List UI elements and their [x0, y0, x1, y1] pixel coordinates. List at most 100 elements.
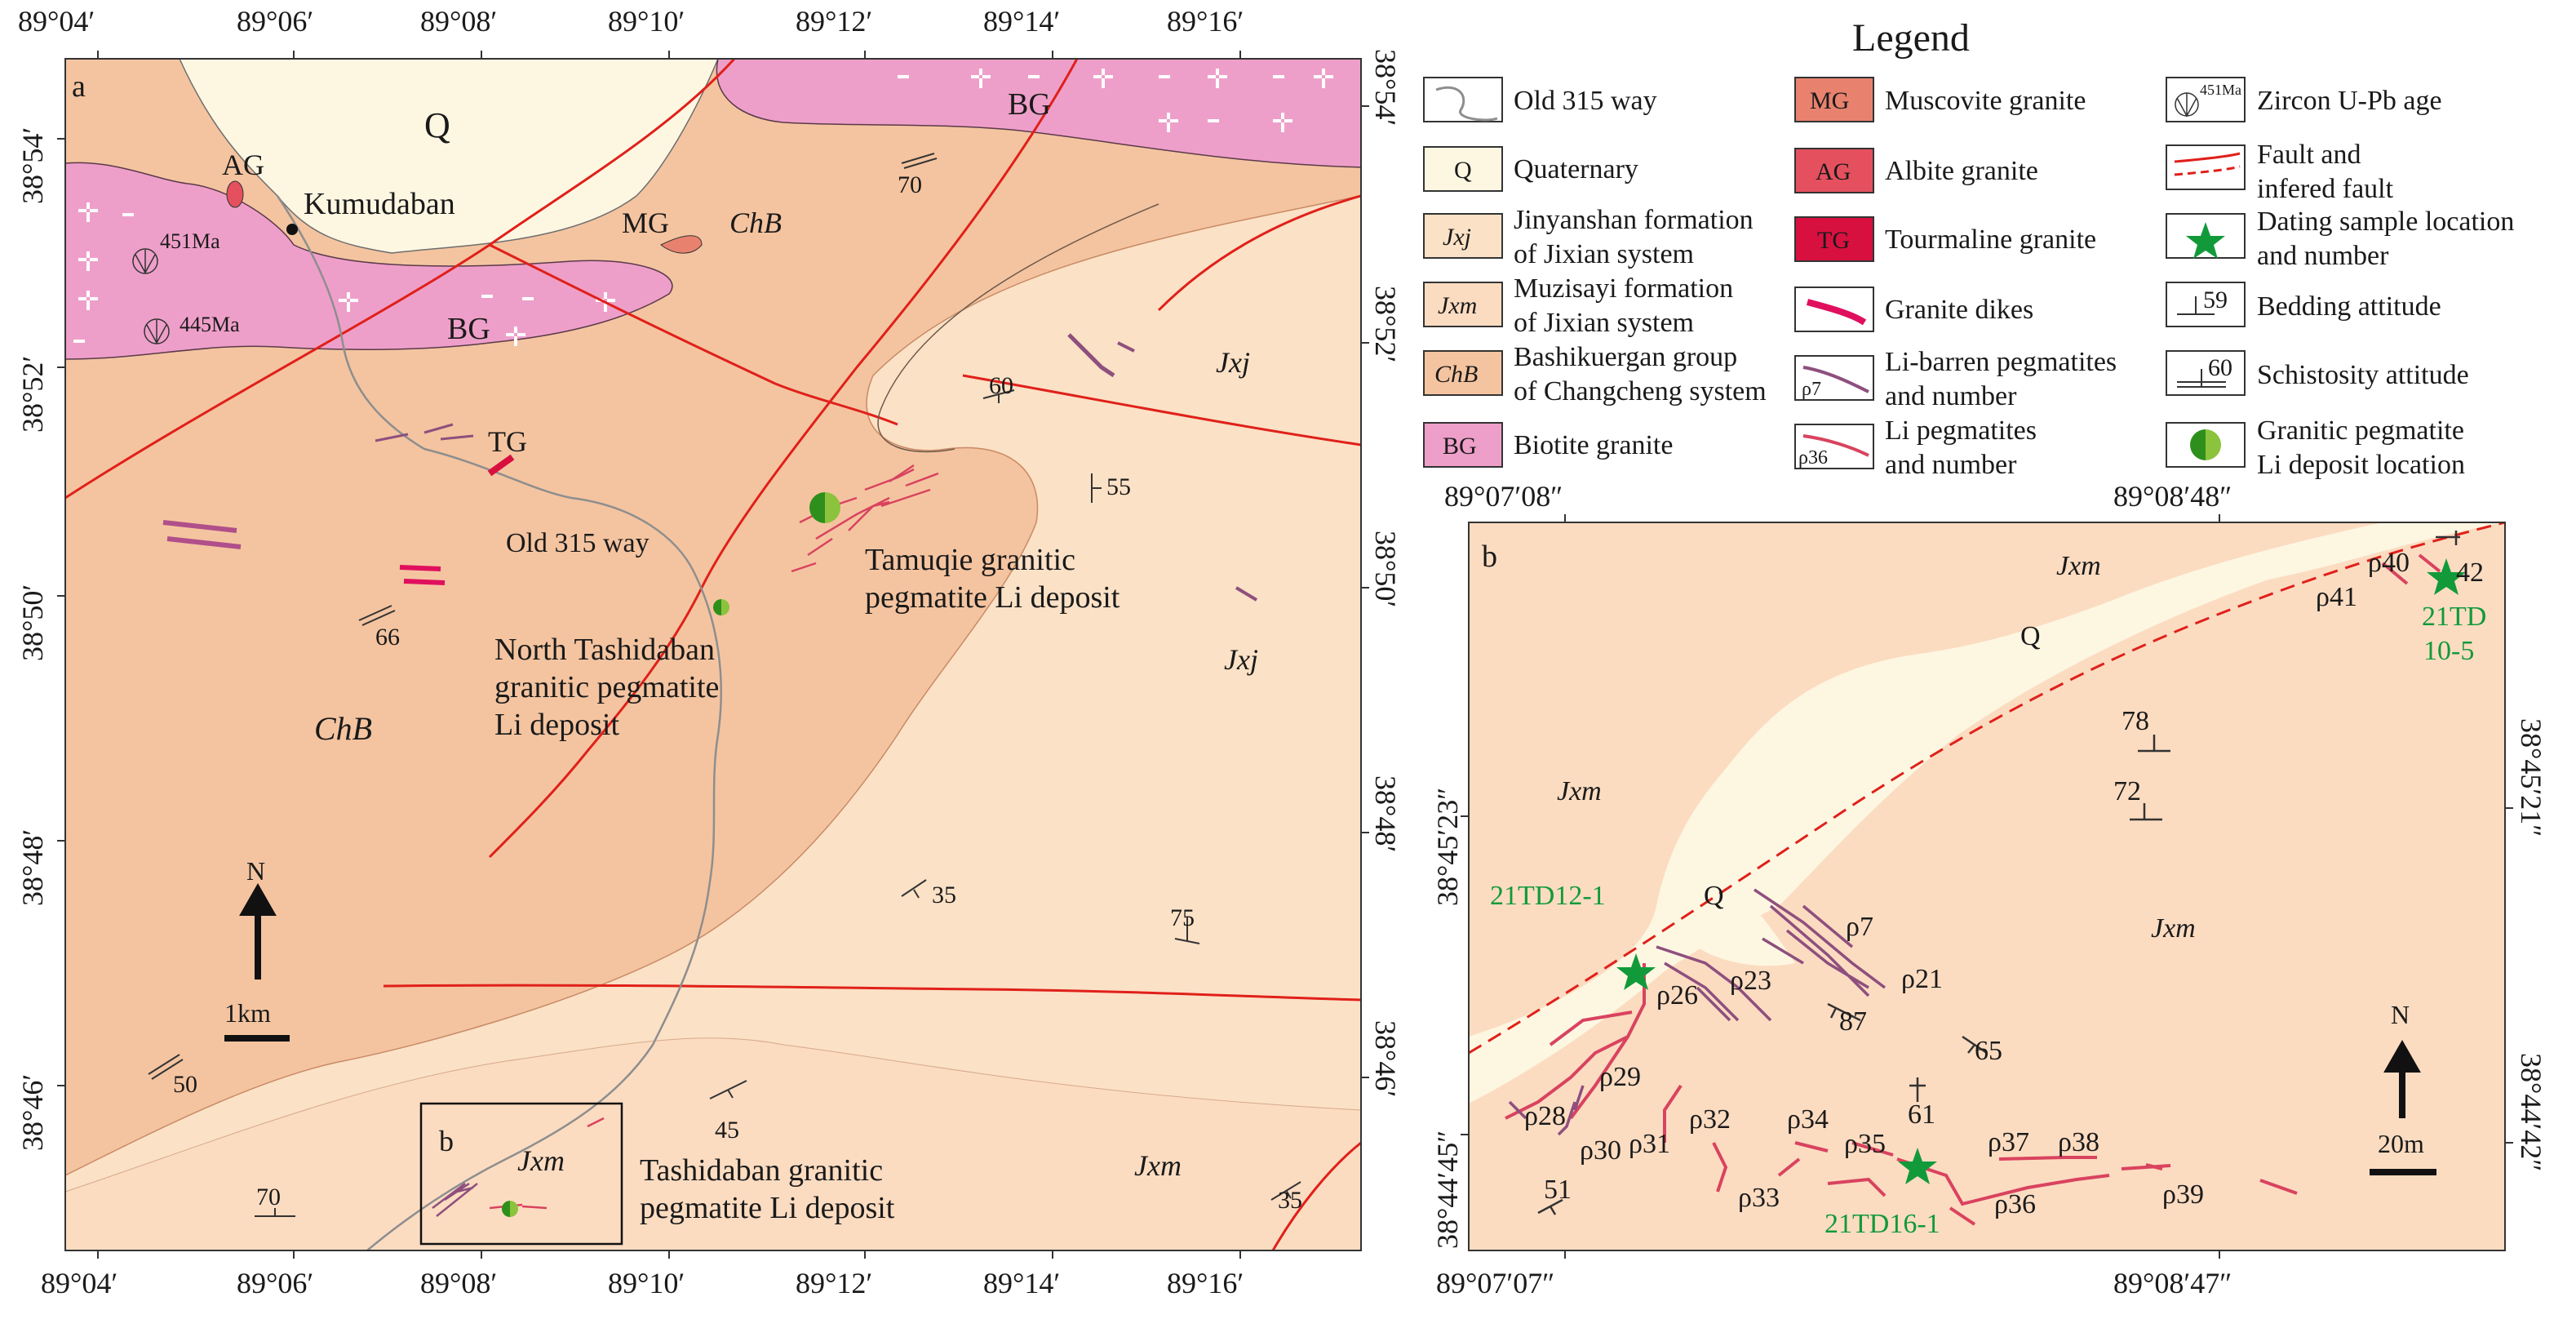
svg-text:of Changcheng system: of Changcheng system	[1514, 376, 1767, 406]
attitude-value: 78	[2122, 706, 2149, 736]
panel-b-map	[1461, 514, 2513, 1259]
legend-item-schistosity: 60 Schistosity attitude	[2166, 350, 2469, 396]
panel-b-box-letter: b	[439, 1125, 454, 1157]
pegmatite-label: ρ21	[1901, 964, 1943, 994]
dikes-panel-a	[162, 333, 1258, 602]
legend-item-dating-sample: Dating sample location and number	[2166, 207, 2514, 271]
old-315-way-road	[276, 195, 722, 1250]
panel-b-ticks	[1461, 514, 2513, 1259]
svg-text:Muscovite granite: Muscovite granite	[1885, 86, 2086, 116]
pegmatite-label: ρ37	[1988, 1127, 2029, 1157]
legend-item-chb: ChB Bashikuergan group of Changcheng sys…	[1423, 342, 1767, 406]
bottom-tick-label: 89°07′07″	[1436, 1267, 1554, 1299]
jxm-unit-area	[65, 1037, 1361, 1250]
svg-text:Granite dikes: Granite dikes	[1885, 295, 2033, 325]
svg-text:451Ma: 451Ma	[2200, 82, 2241, 98]
left-tick-label: 38°44′45″	[1431, 1130, 1464, 1249]
svg-text:59: 59	[2203, 286, 2228, 313]
panel-a-ticks	[57, 51, 1369, 1259]
attitude-value: 72	[2113, 776, 2141, 806]
li-pegmatites-b	[1505, 553, 2441, 1226]
top-tick-label: 89°08′48″	[2113, 480, 2232, 513]
svg-text:Q: Q	[1454, 157, 1472, 184]
top-tick-label: 89°12′	[796, 5, 872, 38]
svg-text:Tourmaline granite: Tourmaline granite	[1885, 224, 2096, 255]
svg-text:Jxj: Jxj	[1443, 224, 1471, 251]
pegmatite-label: ρ39	[2162, 1179, 2204, 1210]
attitude-value: 51	[1544, 1175, 1572, 1205]
legend-item-zircon-age: 451Ma Zircon U-Pb age	[2166, 77, 2442, 122]
right-tick-label: 38°45′21″	[2515, 718, 2547, 837]
tashidaban-label: Tashidaban granitic	[640, 1153, 883, 1188]
unit-label-jxm: Jxm	[2056, 551, 2101, 581]
bottom-tick-label: 89°06′	[237, 1267, 313, 1299]
legend-item-li-pegmatites: ρ36 Li pegmatites and number	[1794, 415, 2037, 480]
bottom-tick-label: 89°12′	[796, 1267, 872, 1299]
unit-label-q: Q	[1704, 881, 1724, 911]
top-tick-label: 89°06′	[237, 5, 313, 38]
panel-b-frame	[1468, 522, 2506, 1251]
left-tick-label: 38°52′	[16, 356, 49, 433]
panel-a-map	[57, 51, 1369, 1259]
legend-item-biotite-granite: BG Biotite granite	[1423, 422, 1673, 468]
panel-b-labels: b 89°07′08″ 89°08′48″ 89°07′07″ 89°08′47…	[1431, 480, 2547, 1299]
albite-granite-body	[226, 180, 244, 208]
svg-text:Biotite granite: Biotite granite	[1514, 430, 1673, 460]
attitude-value: 65	[1975, 1036, 2002, 1066]
zircon-age-symbols	[132, 248, 170, 344]
legend-item-jxj: Jxj Jinyanshan formation of Jixian syste…	[1423, 205, 1754, 269]
unit-label-jxm: Jxm	[1557, 776, 1602, 806]
legend-item-jxm: Jxm Muzisayi formation of Jixian system	[1423, 273, 1733, 338]
unit-label-jxj: Jxj	[1224, 643, 1258, 676]
pegmatite-label: ρ38	[2058, 1127, 2099, 1157]
pegmatite-label: ρ26	[1656, 980, 1698, 1011]
legend-item-granite-dikes: Granite dikes	[1794, 286, 2033, 332]
svg-text:Old 315 way: Old 315 way	[1514, 86, 1657, 116]
svg-text:TG: TG	[1817, 227, 1850, 254]
attitude-value: 70	[256, 1184, 281, 1210]
deposit-icon	[2190, 429, 2221, 460]
svg-text:Bashikuergan group: Bashikuergan group	[1514, 342, 1737, 372]
svg-text:Fault and: Fault and	[2257, 140, 2361, 170]
right-tick-label: 38°48′	[1369, 775, 1402, 852]
bottom-tick-label: 89°08′	[420, 1267, 497, 1299]
top-tick-label: 89°10′	[608, 5, 685, 38]
pegmatite-label: ρ28	[1524, 1101, 1566, 1131]
top-tick-label: 89°08′	[420, 5, 497, 38]
right-tick-label: 38°54′	[1369, 49, 1402, 126]
attitude-value: 60	[989, 372, 1013, 399]
legend-item-li-deposit: Granitic pegmatite Li deposit location	[2166, 415, 2465, 480]
pegmatite-label: ρ40	[2368, 548, 2410, 578]
tamuqie-label: Tamuqie granitic	[865, 543, 1075, 577]
zircon-age-label: 445Ma	[180, 313, 240, 336]
pegmatite-label: ρ35	[1844, 1129, 1886, 1159]
bottom-tick-label: 89°08′47″	[2113, 1267, 2232, 1299]
biotite-granite-ornament	[73, 69, 1333, 346]
top-tick-label: 89°14′	[983, 5, 1060, 38]
north-tashidaban-label: Li deposit	[494, 708, 619, 742]
left-tick-label: 38°46′	[16, 1074, 49, 1151]
north-arrow-icon	[2383, 1039, 2421, 1118]
attitude-value: 61	[1908, 1099, 1935, 1130]
attitude-value: 42	[2456, 557, 2484, 588]
formation-boundary	[877, 203, 1159, 453]
right-tick-label: 38°52′	[1369, 286, 1402, 362]
attitude-value: 35	[932, 882, 956, 908]
unit-label-jxm: Jxm	[517, 1144, 565, 1177]
top-tick-label: 89°04′	[18, 5, 95, 38]
unit-label-tg: TG	[488, 425, 527, 458]
star-icon	[2186, 222, 2225, 259]
legend-item-muscovite-granite: MG Muscovite granite	[1794, 77, 2086, 122]
north-label: N	[246, 856, 265, 886]
unit-label-bg: BG	[1008, 87, 1051, 122]
unit-label-chb: ChB	[729, 207, 782, 239]
old-315-way-label: Old 315 way	[506, 528, 650, 558]
legend-item-bedding: 59 Bedding attitude	[2166, 282, 2441, 327]
legend-item-quaternary: Q Quaternary	[1423, 146, 1638, 192]
bottom-tick-label: 89°10′	[608, 1267, 685, 1299]
svg-text:BG: BG	[1443, 433, 1477, 460]
muscovite-granite-body	[660, 235, 703, 254]
left-tick-label: 38°48′	[16, 829, 49, 906]
sample-label-21td10-5: 10-5	[2423, 636, 2474, 666]
